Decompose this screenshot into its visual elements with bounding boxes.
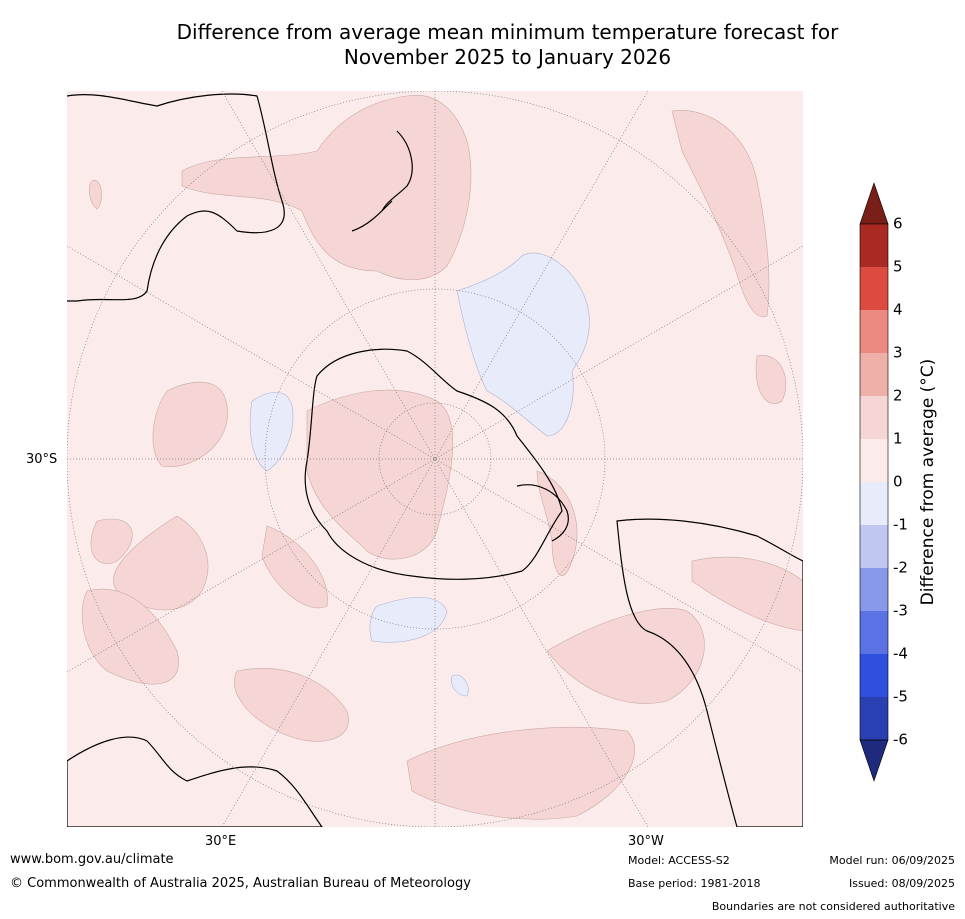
longitude-label-30e: 30°E: [205, 834, 237, 849]
colorbar: 6 5 4 3 2 1 0 -1 -2 -3 -4 -5 -6: [857, 180, 965, 785]
meridian-3: [67, 245, 803, 673]
boundary-disclaimer: Boundaries are not considered authoritat…: [711, 900, 955, 913]
antarctic-peninsula-coast: [516, 484, 569, 542]
colorbar-tick: 6: [893, 214, 903, 233]
negative-region-indian: [249, 391, 294, 472]
copyright-text: © Commonwealth of Australia 2025, Austra…: [10, 876, 471, 891]
anomaly-region-e-1: [536, 470, 578, 576]
polar-map: [67, 91, 803, 827]
colorbar-tick: -5: [893, 687, 908, 706]
anomaly-region-east-pacific: [671, 110, 770, 318]
anomaly-region-sw-1: [90, 518, 133, 564]
base-period-text: Base period: 1981-2018: [628, 877, 761, 890]
colorbar-band-5-6: [860, 224, 888, 267]
website-link[interactable]: www.bom.gov.au/climate: [10, 852, 174, 867]
colorbar-band-1-2: [860, 396, 888, 439]
anomaly-region-antarctica: [306, 389, 454, 560]
australia-coast: [67, 93, 285, 302]
map-canvas: [67, 91, 803, 827]
graticule: [67, 91, 803, 827]
coastlines: [67, 93, 803, 827]
colorbar-band-2-3: [860, 353, 888, 396]
colorbar-band-4-5: [860, 267, 888, 310]
negative-region-small: [451, 674, 469, 697]
new-zealand-north-coast: [381, 130, 413, 212]
longitude-label-30w: 30°W: [628, 834, 664, 849]
model-run-text: Model run: 06/09/2025: [829, 854, 955, 867]
anomaly-region-se-1: [546, 608, 705, 704]
anomaly-region-tasman: [181, 94, 472, 281]
anomaly-region-s-1: [261, 525, 328, 609]
model-text: Model: ACCESS-S2: [628, 854, 730, 867]
map-title-line-2: November 2025 to January 2026: [343, 45, 672, 69]
colorbar-tick: -3: [893, 601, 908, 620]
colorbar-tick: -4: [893, 644, 908, 663]
colorbar-tick: 2: [893, 386, 903, 405]
colorbar-tick: 4: [893, 300, 903, 319]
map-title-line-1: Difference from average mean minimum tem…: [176, 20, 839, 44]
colorbar-band-minus4-minus5: [860, 654, 888, 697]
anomaly-region-s-2: [234, 668, 349, 742]
anomaly-region-s-3: [406, 726, 635, 820]
meridian-4: [221, 91, 649, 827]
colorbar-band-0-1: [860, 439, 888, 482]
colorbar-tick: 5: [893, 257, 903, 276]
colorbar-band-minus3-minus4: [860, 611, 888, 654]
colorbar-band-minus5-minus6: [860, 697, 888, 740]
meridian-5: [221, 91, 649, 827]
meridian-2: [67, 245, 803, 673]
new-zealand-south-coast: [351, 200, 393, 232]
colorbar-top-arrow: [859, 182, 889, 225]
anomaly-region-nw: [88, 180, 102, 210]
anomaly-region-sw-3: [81, 588, 179, 685]
antarctica-coast: [304, 348, 563, 580]
anomaly-1-to-2-regions: [81, 94, 803, 820]
colorbar-bottom-arrow: [859, 739, 889, 782]
latitude-label-30s: 30°S: [26, 452, 58, 467]
issued-text: Issued: 08/09/2025: [848, 877, 955, 890]
colorbar-border: [859, 223, 889, 741]
africa-coast: [67, 736, 323, 827]
anomaly-region-e-2: [755, 355, 787, 404]
colorbar-tick: 0: [893, 472, 903, 491]
anomaly-0-to-minus-1-regions: [249, 252, 590, 697]
negative-region-south: [369, 596, 448, 643]
map-title: Difference from average mean minimum tem…: [60, 20, 955, 70]
colorbar-tick: 1: [893, 429, 903, 448]
anomaly-region-sw-2: [113, 515, 209, 611]
negative-region-south-atlantic: [456, 252, 590, 437]
colorbar-tick: -6: [893, 730, 908, 749]
anomaly-region-west-1: [152, 381, 228, 468]
colorbar-band-3-4: [860, 310, 888, 353]
colorbar-tick: -2: [893, 558, 908, 577]
colorbar-band-minus2-minus3: [860, 568, 888, 611]
colorbar-tick: -1: [893, 515, 908, 534]
south-america-coast: [616, 518, 803, 827]
colorbar-graphic: [859, 182, 889, 782]
colorbar-band-minus1-minus2: [860, 525, 888, 568]
colorbar-tick: 3: [893, 343, 903, 362]
colorbar-band-0-minus1: [860, 482, 888, 525]
colorbar-title: Difference from average (°C): [918, 358, 938, 606]
